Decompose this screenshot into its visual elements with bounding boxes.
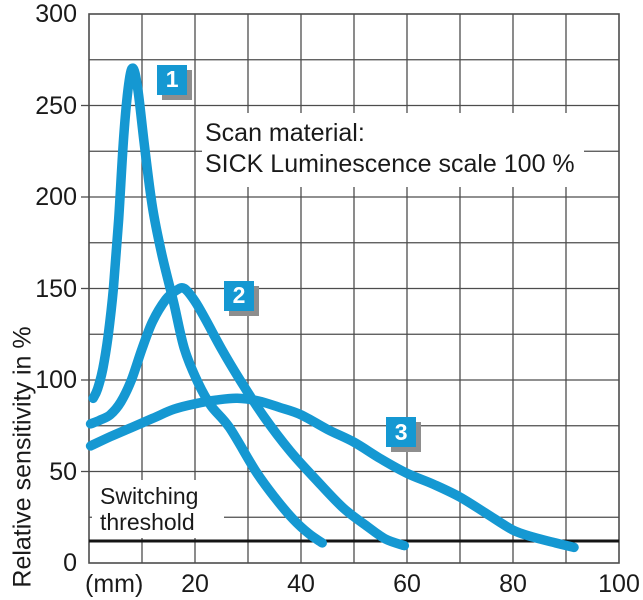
- x-tick-label-40: 40: [287, 570, 315, 598]
- curve-3: [85, 393, 579, 553]
- y-tick-label-300: 300: [35, 0, 77, 28]
- y-tick-label-0: 0: [63, 549, 77, 577]
- x-tick-label-80: 80: [499, 570, 527, 598]
- scan-material-line2: SICK Luminescence scale 100 %: [205, 150, 575, 178]
- x-axis-unit-label: (mm): [85, 570, 144, 598]
- curve-badge-1: 1: [157, 64, 188, 95]
- x-tick-label-100: 100: [598, 570, 640, 598]
- y-tick-label-100: 100: [35, 366, 77, 394]
- curve-badge-2: 2: [223, 280, 254, 311]
- curve-1: [88, 63, 327, 548]
- y-tick-label-150: 150: [35, 274, 77, 303]
- switching-threshold-label: Switching threshold: [92, 480, 224, 538]
- curve-2: [85, 283, 410, 551]
- x-tick-label-60: 60: [393, 570, 421, 598]
- y-tick-label-200: 200: [35, 183, 77, 211]
- y-axis-title: Relative sensitivity in %: [8, 326, 37, 588]
- y-tick-label-50: 50: [49, 457, 77, 486]
- scan-material-annotation: Scan material: SICK Luminescence scale 1…: [202, 113, 584, 187]
- scan-material-line1: Scan material:: [205, 119, 365, 147]
- y-tick-label-250: 250: [35, 91, 77, 120]
- curve-badge-3: 3: [386, 417, 417, 448]
- x-tick-label-20: 20: [181, 570, 209, 598]
